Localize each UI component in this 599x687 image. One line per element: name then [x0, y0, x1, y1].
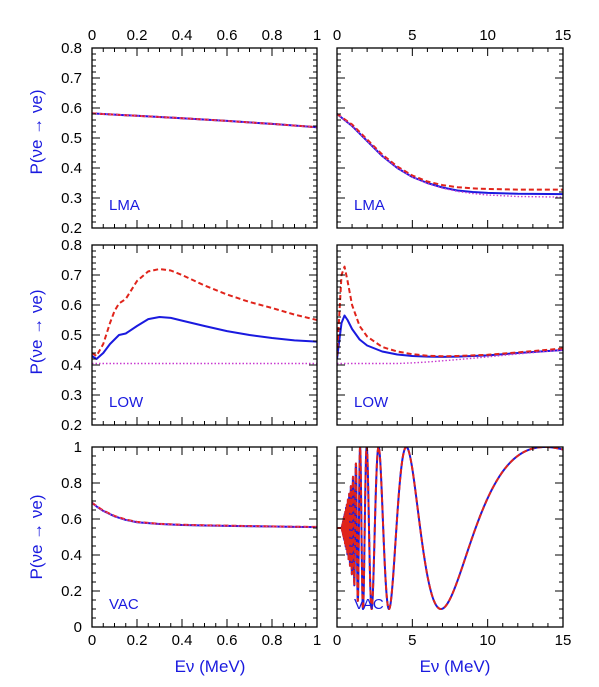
y-tick-label: 0.4	[61, 357, 82, 374]
x-tick-label: 15	[555, 632, 572, 649]
series-line-dashed	[337, 113, 563, 191]
y-tick-label: 0.6	[61, 511, 82, 528]
x-tick-label: 0.2	[127, 632, 148, 649]
y-tick-label: 0.2	[61, 220, 82, 237]
series-group	[92, 501, 317, 529]
series-line-solid	[337, 113, 563, 196]
series-line-solid	[92, 502, 317, 529]
y-tick-label: 0.8	[61, 237, 82, 254]
series-line-dashed	[92, 268, 317, 357]
x-tick-label: 5	[408, 27, 416, 44]
x-tick-label: 0	[333, 27, 341, 44]
panel-low-right: LOW	[336, 244, 564, 426]
ticks	[336, 244, 564, 426]
series-group	[92, 268, 317, 365]
ticks	[91, 446, 318, 628]
x-tick-label: 0	[333, 632, 341, 649]
y-tick-label: 0.3	[61, 190, 82, 207]
series-line-dotted	[337, 113, 563, 198]
y-tick-label: 1	[74, 439, 82, 456]
y-tick-label: 0.6	[61, 100, 82, 117]
x-tick-label: 0.8	[262, 27, 283, 44]
y-tick-label: 0.7	[61, 267, 82, 284]
x-tick-label: 0	[88, 27, 96, 44]
y-tick-label: 0.2	[61, 583, 82, 600]
series-group	[337, 447, 563, 610]
y-tick-label: 0.8	[61, 475, 82, 492]
panel-label: VAC	[109, 596, 139, 613]
series-line-dotted	[92, 112, 317, 128]
y-axis-title-bottom: P(νe → νe)	[27, 494, 46, 579]
y-tick-label: 0.4	[61, 547, 82, 564]
y-tick-label: 0.8	[61, 40, 82, 57]
y-axis-title: P(νe → νe)	[27, 494, 46, 579]
x-axis-title-left: Eν (MeV)	[175, 657, 246, 676]
y-tick-label: 0.6	[61, 297, 82, 314]
series-line-solid	[92, 316, 317, 360]
x-tick-label: 0.4	[172, 27, 193, 44]
y-tick-label: 0.3	[61, 387, 82, 404]
y-axis-title: P(νe → νe)	[27, 289, 46, 374]
panel-vac-left: 0 0.2 0.4 0.6 0.8 1 0 0.2 0.4 0.6 0.8 1 VAC	[61, 439, 321, 649]
ticks	[91, 244, 318, 426]
x-tick-label: 0.6	[217, 27, 238, 44]
series-group	[337, 265, 563, 365]
panel-label: LOW	[109, 394, 144, 411]
panel-label: LMA	[354, 197, 385, 214]
panel-vac-right: 0 5 10 15 VAC	[333, 446, 572, 649]
series-line-dotted	[92, 502, 317, 528]
panel-lma-right: 0 5 10 15 LMA	[333, 27, 572, 229]
x-tick-label: 15	[555, 27, 572, 44]
x-tick-label: 0	[88, 632, 96, 649]
x-tick-label: 0.8	[262, 632, 283, 649]
panel-label: VAC	[354, 596, 384, 613]
x-tick-label: 10	[479, 27, 496, 44]
x-tick-label: 10	[479, 632, 496, 649]
series-line-dashed	[337, 447, 563, 610]
y-tick-label: 0.5	[61, 327, 82, 344]
x-tick-label: 0.4	[172, 632, 193, 649]
y-tick-label: 0	[74, 619, 82, 636]
panel-lma-left: 0 0.2 0.4 0.6 0.8 1 0.2 0.3 0.4 0.5 0.6 0.7 0.8 LMA	[61, 27, 321, 237]
x-tick-label: 1	[313, 27, 321, 44]
y-axis-title-middle: P(νe → νe)	[27, 289, 46, 374]
x-axis-title-right: Eν (MeV)	[420, 657, 491, 676]
series-line-dashed	[92, 501, 317, 528]
y-axis-title: P(νe → νe)	[27, 89, 46, 174]
panel-label: LOW	[354, 394, 389, 411]
series-group	[337, 113, 563, 198]
y-tick-label: 0.7	[61, 70, 82, 87]
y-tick-label: 0.5	[61, 130, 82, 147]
series-group	[92, 112, 317, 129]
panel-low-left: 0.2 0.3 0.4 0.5 0.6 0.7 0.8 LOW	[61, 237, 318, 434]
panel-label: LMA	[109, 197, 140, 214]
ticks	[91, 47, 318, 229]
x-tick-label: 1	[313, 632, 321, 649]
series-line-solid	[337, 314, 563, 360]
series-line-dashed	[337, 265, 563, 358]
ticks	[336, 47, 564, 229]
y-tick-label: 0.4	[61, 160, 82, 177]
x-tick-label: 0.2	[127, 27, 148, 44]
x-tick-label: 5	[408, 632, 416, 649]
y-tick-label: 0.2	[61, 417, 82, 434]
ticks	[336, 446, 564, 628]
x-tick-label: 0.6	[217, 632, 238, 649]
y-axis-title-top: P(νe → νe)	[27, 89, 46, 174]
